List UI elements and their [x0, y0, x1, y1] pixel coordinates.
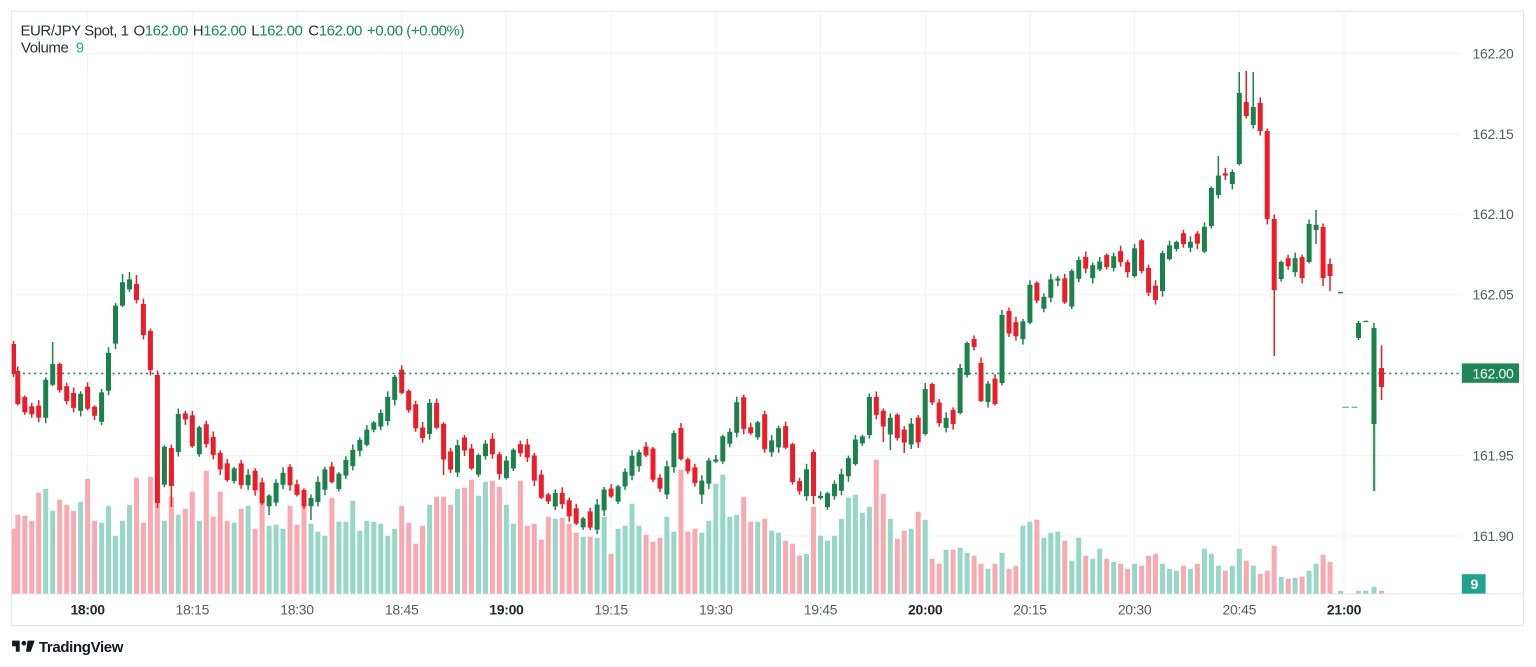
svg-text:162.05: 162.05	[1472, 287, 1514, 303]
svg-text:20:00: 20:00	[908, 602, 943, 618]
svg-text:18:00: 18:00	[70, 602, 105, 618]
svg-text:19:45: 19:45	[804, 602, 838, 618]
svg-text:20:30: 20:30	[1118, 602, 1152, 618]
svg-text:161.95: 161.95	[1472, 448, 1514, 464]
svg-text:19:15: 19:15	[594, 602, 628, 618]
svg-text:TradingView: TradingView	[39, 639, 124, 656]
svg-text:162.10: 162.10	[1472, 206, 1514, 222]
svg-text:20:45: 20:45	[1223, 602, 1257, 618]
svg-text:Volume 9: Volume 9	[21, 40, 84, 57]
svg-text:161.90: 161.90	[1472, 528, 1514, 544]
svg-text:9: 9	[1471, 576, 1479, 592]
svg-text:19:00: 19:00	[489, 602, 524, 618]
svg-text:162.20: 162.20	[1472, 45, 1514, 61]
svg-text:162.15: 162.15	[1472, 126, 1514, 142]
svg-text:19:30: 19:30	[699, 602, 733, 618]
svg-text:18:30: 18:30	[280, 602, 314, 618]
svg-text:18:45: 18:45	[385, 602, 419, 618]
svg-text:162.00: 162.00	[1472, 365, 1514, 381]
svg-text:20:15: 20:15	[1013, 602, 1047, 618]
svg-text:21:00: 21:00	[1327, 602, 1362, 618]
svg-text:18:15: 18:15	[176, 602, 210, 618]
